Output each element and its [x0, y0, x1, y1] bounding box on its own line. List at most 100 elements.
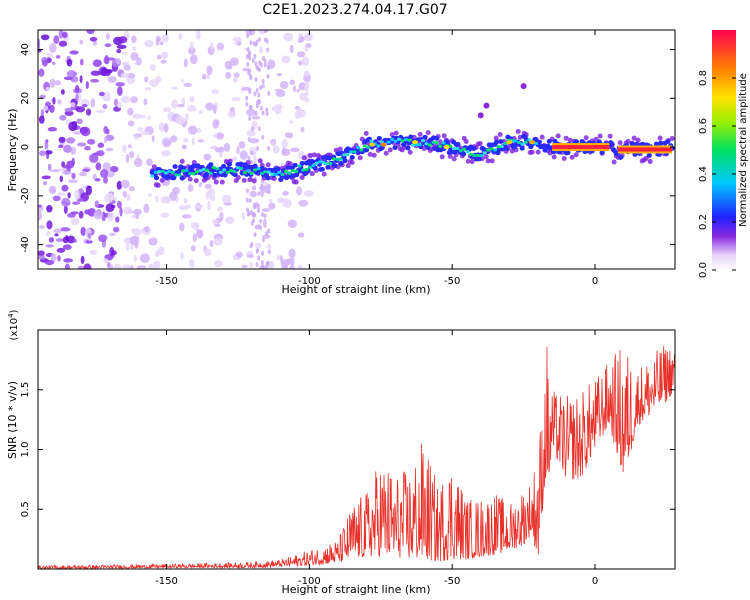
noise-blob — [212, 119, 220, 129]
noise-blob — [248, 30, 252, 35]
ridge-band-blob — [338, 160, 344, 166]
ridge-core-blob — [366, 145, 371, 149]
ridge-halo-blob — [631, 135, 637, 141]
noise-blob — [231, 97, 241, 102]
ridge-halo-blob — [265, 162, 271, 168]
noise-blob — [183, 58, 188, 68]
noise-blob — [89, 153, 99, 164]
ridge-core-blob — [520, 142, 525, 146]
ridge-halo-blob — [363, 130, 369, 136]
ridge-band-blob — [203, 171, 210, 177]
ridge-halo-blob — [151, 164, 157, 170]
noise-blob — [305, 91, 309, 96]
noise-blob — [86, 30, 95, 35]
ridge-halo-blob — [483, 154, 489, 160]
noise-blob — [274, 103, 283, 110]
noise-blob — [303, 190, 314, 197]
noise-blob — [158, 246, 165, 256]
noise-blob — [140, 131, 150, 136]
ridge-halo-blob — [561, 155, 567, 161]
noise-blob — [80, 126, 91, 137]
noise-blob — [152, 260, 161, 269]
noise-blob — [42, 105, 49, 111]
noise-blob — [246, 211, 250, 217]
noise-blob — [246, 129, 256, 137]
noise-blob — [150, 63, 156, 71]
ridge-band-blob — [179, 175, 185, 181]
noise-blob — [75, 84, 80, 93]
noise-blob — [112, 226, 120, 233]
ridge-core-blob — [153, 170, 158, 174]
ridge-core-blob — [270, 172, 275, 176]
noise-blob — [265, 264, 269, 269]
ridge-halo-blob — [617, 140, 623, 146]
noise-blob — [155, 195, 159, 203]
noise-blob — [134, 240, 139, 249]
ridge-core-blob — [277, 170, 282, 175]
ridge-band-blob — [629, 141, 635, 147]
noise-blob — [156, 54, 162, 60]
noise-blob — [248, 104, 252, 110]
ridge-core-blob — [232, 170, 237, 174]
ridge-band-blob — [461, 151, 467, 157]
noise-blob — [83, 263, 92, 269]
noise-blob — [41, 59, 48, 67]
ridge-band-blob — [546, 138, 552, 144]
noise-blob — [70, 217, 80, 226]
ridge-core-blob — [499, 144, 504, 149]
noise-blob — [253, 53, 257, 59]
ridge-core-blob — [493, 148, 498, 152]
noise-blob — [70, 102, 76, 107]
noise-blob — [105, 33, 110, 40]
ridge-band-blob — [176, 168, 182, 174]
ridge-band-blob — [265, 175, 271, 181]
ridge-core-blob — [253, 168, 258, 172]
noise-blob — [267, 189, 271, 195]
ridge-halo-blob — [407, 149, 413, 155]
noise-blob — [254, 224, 258, 230]
noise-blob — [90, 70, 101, 76]
ridge-halo-blob — [551, 154, 557, 160]
spectrogram-y-ticks: -40 -20 0 20 40 — [20, 43, 675, 253]
ridge-core-blob — [486, 148, 491, 152]
noise-blob — [187, 105, 197, 112]
ridge-core-blob — [229, 168, 234, 173]
ridge-core-blob — [170, 171, 175, 175]
noise-blob — [296, 88, 300, 93]
noise-blob — [85, 239, 93, 244]
noise-blob — [296, 186, 303, 196]
noise-blob — [303, 70, 310, 77]
noise-blob — [47, 163, 52, 171]
noise-blob — [261, 110, 265, 116]
noise-blob — [123, 64, 131, 71]
noise-blob — [89, 249, 98, 255]
heatmap-ridge-layer — [149, 83, 675, 188]
ridge-band-blob — [618, 155, 624, 160]
ridge-core-blob — [167, 169, 172, 174]
noise-blob — [144, 39, 154, 48]
ridge-band-blob — [153, 175, 160, 181]
ridge-core-blob — [451, 147, 456, 151]
ridge-band-blob — [565, 150, 571, 156]
noise-blob — [143, 98, 148, 106]
noise-blob — [187, 46, 196, 55]
noise-blob — [84, 146, 91, 151]
ridge-core-blob — [534, 141, 539, 146]
ridge-core-blob — [349, 150, 354, 154]
noise-blob — [138, 114, 147, 119]
noise-blob — [190, 221, 200, 229]
ridge-halo-blob — [515, 128, 521, 134]
ridge-core-blob — [163, 171, 168, 175]
noise-blob — [161, 150, 171, 157]
noise-blob — [246, 207, 250, 213]
ridge-halo-blob — [635, 137, 641, 143]
noise-blob — [61, 161, 66, 168]
noise-blob — [246, 33, 250, 39]
noise-blob — [130, 96, 138, 104]
ridge-band-blob — [455, 141, 461, 147]
noise-blob — [133, 158, 143, 168]
noise-blob — [266, 244, 272, 250]
ridge-halo-blob — [583, 135, 589, 141]
noise-blob — [261, 83, 265, 89]
noise-blob — [136, 265, 147, 269]
